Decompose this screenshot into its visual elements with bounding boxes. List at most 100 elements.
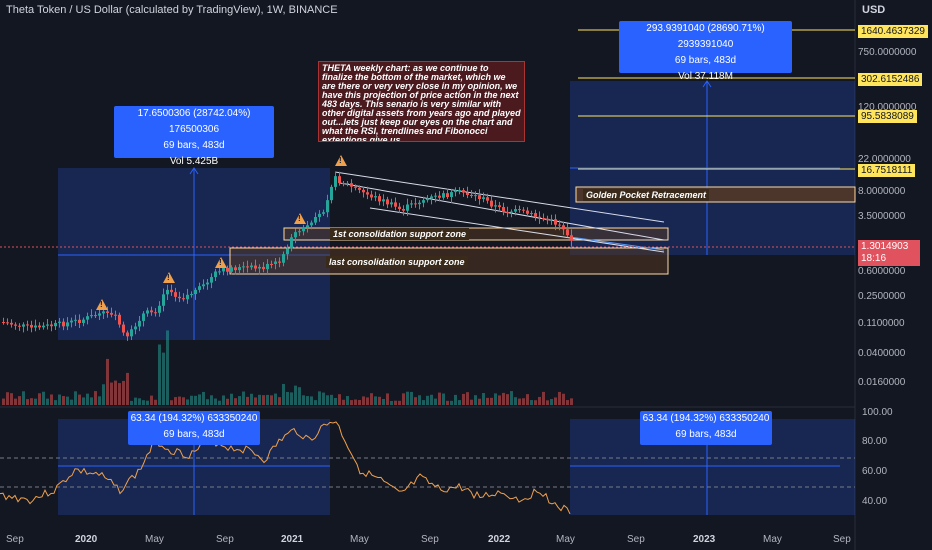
candle	[570, 235, 573, 241]
time-axis-label: Sep	[627, 534, 645, 545]
right-price-measure[interactable]: 293.9391040 (28690.71%) 2939391040 69 ba…	[619, 21, 792, 82]
candle	[78, 319, 81, 323]
candle	[538, 216, 541, 219]
volume-bar	[386, 393, 389, 405]
candle	[330, 186, 333, 201]
volume-bar	[210, 395, 213, 405]
currency-label: USD	[862, 4, 886, 16]
volume-bar	[146, 400, 149, 405]
candle	[122, 324, 125, 333]
candle	[526, 210, 529, 214]
volume-bar	[338, 394, 341, 405]
candle	[494, 205, 497, 207]
candle	[534, 213, 537, 217]
measure-change: 63.34 (194.32%) 633350240	[642, 413, 770, 424]
warning-icon[interactable]	[335, 155, 347, 166]
candle	[278, 261, 281, 263]
analysis-note[interactable]: THETA weekly chart: as we continue to fi…	[318, 61, 525, 142]
volume-bar	[394, 400, 397, 405]
candle	[106, 311, 109, 313]
candle	[502, 207, 505, 213]
candle	[438, 195, 441, 198]
volume-bar	[570, 398, 573, 405]
warning-icon[interactable]	[163, 272, 175, 283]
volume-bar	[446, 400, 449, 405]
price-axis-label: 120.0000000	[858, 102, 917, 113]
candle	[214, 271, 217, 278]
warning-icon[interactable]	[294, 213, 306, 224]
upper-trendline[interactable]	[334, 171, 665, 223]
warning-icon[interactable]	[96, 299, 108, 310]
candle	[234, 267, 237, 271]
volume-bar	[38, 393, 41, 405]
volume-bar	[538, 396, 541, 405]
candle	[518, 209, 521, 211]
price-axis-label: 1640.4637329	[858, 25, 928, 38]
candle	[362, 189, 365, 193]
candle	[318, 213, 321, 218]
candle	[370, 194, 373, 198]
price-axis-label: 95.5838089	[858, 110, 917, 123]
candle	[146, 310, 149, 314]
time-axis-label: 2020	[75, 534, 98, 545]
candle	[22, 324, 25, 327]
current-price-value: 1.3014903	[861, 241, 909, 252]
volume-bar	[254, 397, 257, 405]
time-axis-label: 2023	[693, 534, 716, 545]
candle	[54, 322, 57, 327]
volume-bar	[306, 396, 309, 405]
rsi-axis-100: 100.00	[862, 407, 893, 418]
candle	[30, 324, 33, 328]
volume-series	[2, 330, 573, 405]
measure-bars: 69 bars, 483d	[163, 429, 225, 440]
lower-trendline[interactable]	[369, 207, 665, 253]
volume-bar	[154, 399, 157, 405]
right-rsi-measure[interactable]: 63.34 (194.32%) 633350240 69 bars, 483d	[640, 411, 772, 445]
volume-bar	[50, 394, 53, 405]
candle	[294, 232, 297, 238]
volume-bar	[326, 395, 329, 405]
candlestick-series[interactable]	[2, 171, 573, 341]
volume-bar	[482, 393, 485, 405]
left-price-measure[interactable]: 17.6500306 (28742.04%) 176500306 69 bars…	[114, 106, 274, 167]
golden-pocket-label: Golden Pocket Retracement	[583, 189, 710, 201]
candle	[142, 313, 145, 321]
volume-bar	[286, 391, 289, 405]
volume-bar	[350, 400, 353, 405]
volume-bar	[322, 392, 325, 405]
price-axis-label: 302.6152486	[858, 73, 923, 86]
price-axis-label: 0.1100000	[858, 318, 905, 329]
volume-bar	[70, 399, 73, 405]
candle	[82, 319, 85, 323]
rsi-line[interactable]	[0, 421, 571, 515]
candle	[550, 219, 553, 221]
volume-bar	[470, 399, 473, 405]
volume-bar	[86, 393, 89, 405]
price-axis-label: 22.0000000	[858, 154, 911, 165]
candle	[486, 197, 489, 201]
candle	[286, 248, 289, 255]
candle	[110, 312, 113, 315]
time-axis-label: May	[763, 534, 782, 545]
volume-bar	[142, 400, 145, 405]
left-rsi-measure[interactable]: 63.34 (194.32%) 633350240 69 bars, 483d	[128, 411, 260, 445]
candle	[358, 187, 361, 190]
volume-bar	[274, 393, 277, 405]
candle	[70, 320, 73, 323]
measure-bars: 69 bars, 483d	[675, 429, 737, 440]
volume-bar	[498, 395, 501, 405]
volume-bar	[474, 395, 477, 405]
volume-bar	[378, 396, 381, 405]
volume-bar	[282, 383, 285, 405]
volume-bar	[430, 394, 433, 405]
candle	[266, 263, 269, 270]
volume-bar	[550, 399, 553, 405]
blue-trendline[interactable]	[569, 236, 665, 251]
volume-bar	[402, 393, 405, 405]
candle	[222, 268, 225, 272]
warning-icon[interactable]	[215, 257, 227, 268]
candle	[418, 202, 421, 205]
volume-bar	[10, 393, 13, 405]
time-axis-label: May	[145, 534, 164, 545]
